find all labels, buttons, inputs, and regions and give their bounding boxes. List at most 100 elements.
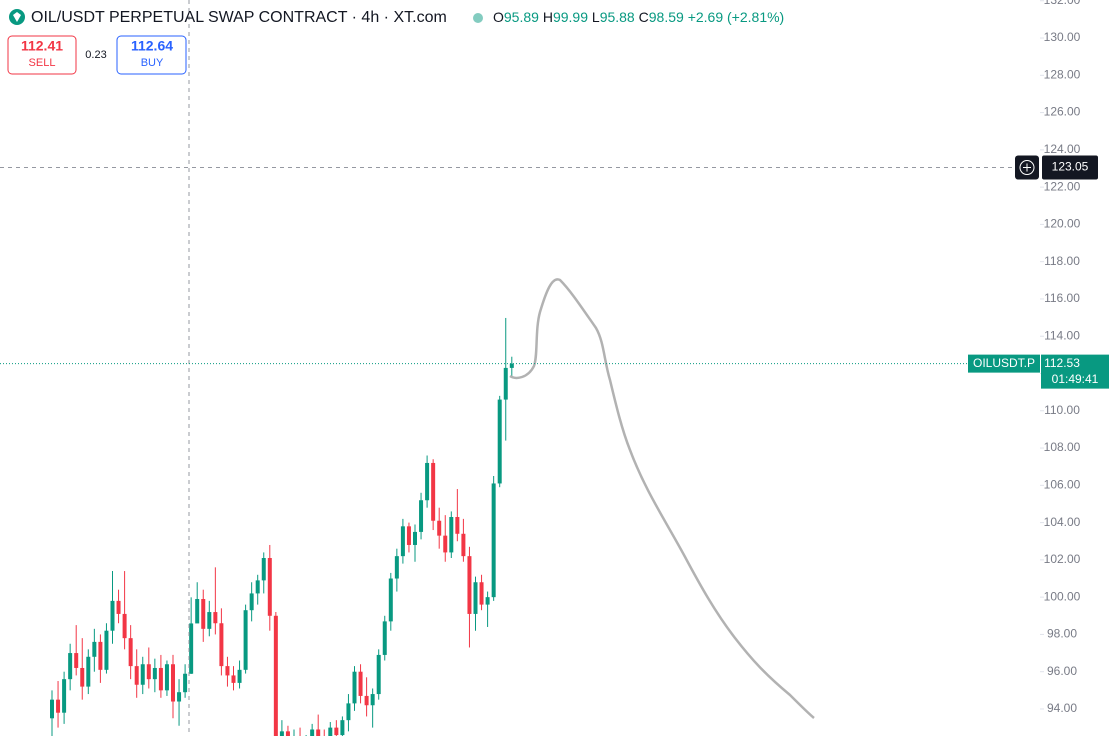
y-tick-label: 102.00: [1044, 552, 1081, 566]
logo-mark: [13, 12, 21, 22]
sell-box[interactable]: [7, 35, 77, 75]
candle-body: [237, 669, 242, 683]
symbol-badge: [968, 354, 1040, 373]
candle-body: [346, 703, 351, 721]
symbol-name: OILUSDT.P: [973, 356, 1035, 370]
y-tick-label: 98.00: [1047, 627, 1077, 641]
candle-body: [195, 599, 200, 624]
last-price-badge: [1041, 354, 1109, 389]
candle-body: [207, 612, 212, 629]
y-tick-label: 120.00: [1044, 217, 1081, 231]
candle-body: [231, 675, 236, 683]
candle-body: [388, 578, 393, 622]
candle-body: [352, 671, 357, 704]
y-tick-label: 100.00: [1044, 589, 1081, 603]
legend-label: L: [592, 9, 600, 25]
ohlc-legend: O95.89 H99.99 L95.88 C98.59 +2.69 (+2.81…: [493, 9, 784, 25]
candle-body: [473, 582, 478, 614]
legend-value: 95.88: [600, 9, 635, 25]
candle-body: [394, 556, 399, 579]
candle-body: [358, 671, 363, 696]
candle-body: [158, 667, 163, 691]
sell-price[interactable]: 112.41: [21, 38, 63, 54]
candle-body: [134, 666, 139, 685]
price-axis: 94.00 96.00 98.00 100.00 102.00 104.00 106.00 1…: [1040, 0, 1081, 715]
candle-body: [219, 623, 224, 667]
legend-label: C: [639, 9, 649, 25]
candle-body: [213, 612, 218, 624]
candle-body: [62, 679, 67, 713]
candle-body: [201, 599, 206, 629]
candle-body: [171, 664, 175, 702]
candle-body: [443, 535, 448, 553]
crosshair-plus: [1019, 160, 1035, 176]
candle-body: [491, 483, 496, 598]
candle-body: [177, 692, 182, 702]
y-tick-label: 106.00: [1044, 477, 1081, 491]
candle-body: [110, 600, 115, 631]
candle-body: [461, 533, 466, 557]
status-dot: [473, 13, 483, 23]
candle-body: [485, 597, 490, 605]
candle-body: [98, 641, 103, 670]
y-tick-label: 108.00: [1044, 440, 1081, 454]
candle-body: [122, 613, 127, 639]
buy-button[interactable]: 112.64 BUY: [116, 35, 187, 75]
crosshair-price-badge: [1042, 155, 1098, 180]
candle-body: [497, 399, 502, 484]
candle-body: [400, 526, 405, 557]
candle-body: [509, 363, 514, 368]
candle-body: [431, 462, 436, 521]
drawing-annotation: [509, 278, 815, 719]
candle-body: [92, 641, 97, 657]
candle-body: [152, 667, 157, 680]
candle-body: [243, 610, 248, 670]
sell-button[interactable]: 112.41 SELL: [7, 35, 77, 75]
candle-body: [413, 531, 417, 545]
buy-price[interactable]: 112.64: [131, 38, 173, 54]
candle-body: [503, 367, 508, 400]
candle-body: [146, 664, 151, 680]
legend-label: O: [493, 9, 504, 25]
y-tick-label: 124.00: [1044, 142, 1081, 156]
y-tick-label: 94.00: [1047, 701, 1077, 715]
candle-body: [467, 556, 472, 614]
last-price: 112.53: [1044, 356, 1080, 370]
candle-body: [68, 653, 73, 680]
candles: [50, 317, 514, 736]
candle-body: [364, 695, 369, 706]
y-tick-label: 132.00: [1044, 0, 1081, 7]
candle-body: [164, 664, 169, 691]
y-tick-label: 116.00: [1044, 291, 1080, 305]
candle-body: [479, 582, 484, 605]
candle-body: [310, 729, 315, 736]
candle-body: [128, 638, 133, 667]
candle-body: [50, 699, 54, 719]
y-tick-label: 110.00: [1044, 403, 1080, 417]
candle-body: [225, 666, 230, 676]
candle-body: [189, 623, 194, 674]
legend-label: H: [543, 9, 553, 25]
candle-body: [334, 727, 339, 736]
y-tick-label: 118.00: [1044, 254, 1080, 268]
buy-label[interactable]: BUY: [141, 57, 164, 69]
y-tick-label: 130.00: [1044, 30, 1081, 44]
y-tick-label: 122.00: [1044, 179, 1081, 193]
candle-body: [273, 615, 278, 736]
sell-label[interactable]: SELL: [29, 57, 56, 69]
candle-body: [267, 558, 272, 616]
candle-body: [56, 699, 61, 713]
candle-body: [316, 729, 321, 736]
candle-body: [382, 621, 387, 655]
candle-body: [328, 727, 333, 736]
candle-body: [419, 500, 424, 532]
candle-body: [140, 664, 145, 685]
crosshair-price: 123.05: [1052, 160, 1089, 174]
legend-change-pct: (+2.81%): [727, 9, 784, 25]
y-tick-label: 128.00: [1044, 67, 1081, 81]
countdown: 01:49:41: [1052, 372, 1099, 386]
candle-body: [104, 630, 109, 670]
buy-box[interactable]: [116, 35, 187, 75]
